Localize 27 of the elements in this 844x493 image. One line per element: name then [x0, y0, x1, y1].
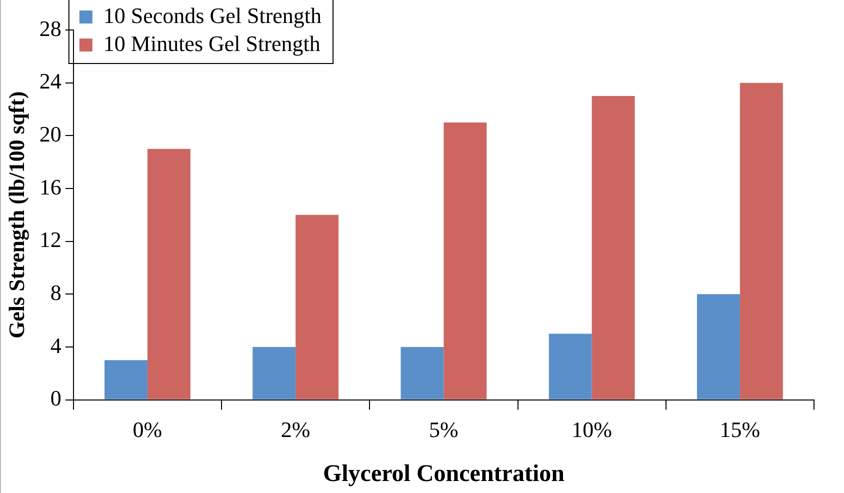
bar: [252, 346, 296, 400]
legend-label: 10 Minutes Gel Strength: [103, 30, 320, 56]
y-tick-label: 12: [39, 227, 62, 252]
bar: [592, 96, 635, 400]
y-tick-label: 8: [50, 280, 62, 305]
x-tick-label: 10%: [572, 416, 612, 442]
bar: [548, 334, 592, 400]
bar: [147, 148, 190, 400]
y-axis-title: Gels Strength (lb/100 sqft): [4, 91, 29, 338]
bar: [104, 360, 148, 400]
y-tick-label: 24: [39, 68, 62, 94]
y-tick-label: 20: [39, 121, 62, 146]
y-tick-label: 0: [50, 386, 62, 411]
y-tick-label: 28: [39, 16, 62, 41]
x-tick-label: 5%: [429, 416, 458, 442]
bar: [296, 214, 339, 400]
legend-label: 10 Seconds Gel Strength: [103, 2, 322, 28]
x-tick-label: 0%: [132, 416, 162, 442]
y-tick-label: 4: [50, 332, 62, 358]
x-axis-title: Glycerol Concentration: [322, 460, 564, 487]
bar: [696, 294, 740, 400]
bar: [444, 122, 487, 400]
x-tick-label: 2%: [280, 416, 310, 442]
bar: [740, 82, 783, 400]
x-tick-label: 15%: [720, 416, 760, 442]
bar: [400, 346, 444, 400]
y-tick-label: 16: [39, 174, 62, 200]
